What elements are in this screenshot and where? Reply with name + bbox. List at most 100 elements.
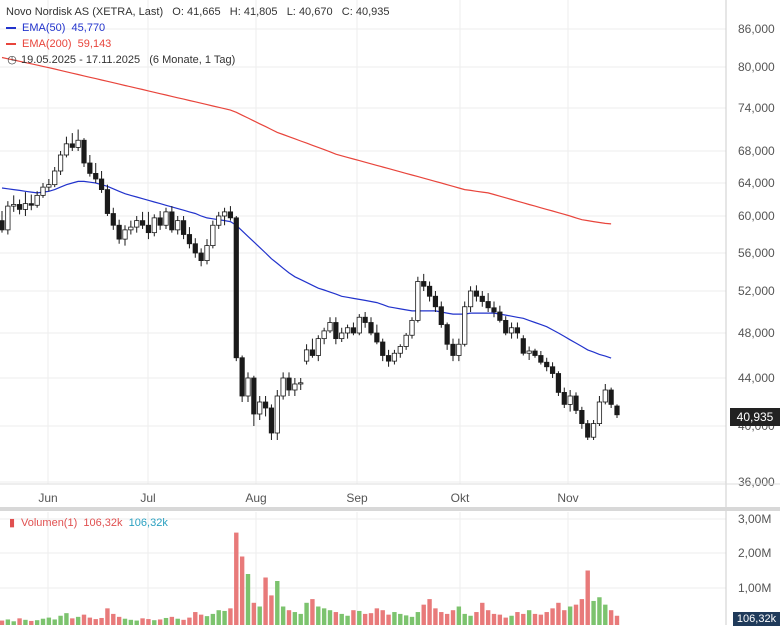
x-tick-label: Jul [140, 491, 155, 505]
ohlc-low-label: L: [286, 6, 296, 18]
candle-body [28, 203, 34, 206]
candle-body [268, 407, 275, 434]
volume-bar [521, 613, 526, 625]
volume-bar [99, 617, 104, 625]
candle-body [257, 401, 263, 415]
candle-body [339, 332, 345, 340]
volume-bar [386, 614, 391, 625]
volume-bar [134, 620, 139, 625]
volume-bar [503, 617, 508, 625]
candle-body [450, 343, 456, 356]
candle-body [186, 234, 193, 245]
volume-bar [562, 610, 567, 625]
candle-body [303, 349, 310, 362]
candle-body [11, 204, 17, 207]
candle-body [75, 139, 81, 148]
volume-bar [280, 606, 286, 625]
candle-body [151, 217, 157, 234]
volume-bar [146, 619, 151, 625]
volume-bar [415, 612, 421, 625]
candle-body [491, 307, 497, 313]
legend-ema50[interactable]: EMA(50) 45,770 [6, 21, 105, 35]
candle-body [245, 377, 251, 397]
volume-bar [269, 595, 274, 625]
range-period: (6 Monate, 1 Tag) [149, 54, 236, 66]
candle-body [93, 172, 99, 180]
volume-bar [298, 613, 303, 625]
volume-bar [70, 618, 75, 625]
candle-body [216, 215, 222, 226]
volume-bar [444, 613, 450, 625]
candle-body [63, 143, 70, 156]
volume-bar [169, 616, 175, 625]
volume-bar [11, 621, 16, 625]
volume-bar [204, 616, 210, 625]
ohlc-close: 40,935 [355, 6, 390, 18]
volume-bar [128, 619, 134, 625]
candle-body [614, 405, 620, 416]
volume-bar [597, 597, 602, 625]
candle-body [385, 355, 392, 362]
legend-range[interactable]: ◷ 19.05.2025 - 17.11.2025 (6 Monate, 1 Ta… [6, 53, 235, 67]
candle-body [432, 295, 439, 308]
volume-bar [93, 619, 98, 625]
candle-body [344, 327, 351, 334]
volume-bar [550, 608, 555, 625]
ema50-value: 45,770 [71, 22, 106, 34]
volume-bar [427, 599, 432, 625]
volume-bar [152, 620, 157, 625]
volume-tick-label: 1,00M [738, 581, 771, 595]
volume-bar [0, 620, 5, 625]
volume-bar [538, 614, 544, 625]
volume-bar [345, 615, 350, 625]
candle-body [473, 290, 480, 297]
volume-value-1: 106,32k [83, 517, 123, 529]
volume-bar [157, 619, 163, 625]
candle-body [456, 343, 462, 356]
legend-volume[interactable]: ▮ Volumen(1) 106,32k 106,32k [6, 516, 168, 530]
volume-bar [75, 616, 81, 625]
volume-bar [392, 612, 397, 625]
y-tick-label: 52,000 [738, 284, 775, 298]
candle-body [561, 391, 567, 405]
volume-bar [181, 619, 186, 625]
volume-bar [316, 606, 321, 625]
volume-bar [409, 616, 415, 625]
legend-ema200[interactable]: EMA(200) 59,143 [6, 37, 111, 51]
bar-chart-icon: ▮ [8, 517, 16, 529]
candle-body [403, 334, 409, 347]
y-tick-label: 36,000 [738, 475, 775, 489]
ema200-swatch [6, 43, 16, 46]
candle-body [350, 327, 357, 334]
candle-body [497, 311, 503, 321]
volume-bar [403, 615, 409, 625]
ema50-swatch [6, 27, 16, 30]
volume-bar [456, 606, 462, 625]
volume-bar [614, 615, 620, 625]
candle-body [163, 211, 169, 226]
ema50-label: EMA(50) [22, 22, 66, 34]
x-tick-label: Aug [245, 491, 266, 505]
candle-body [590, 423, 597, 438]
volume-bar [193, 612, 198, 625]
candle-body [333, 322, 339, 340]
candle-body [239, 357, 245, 397]
candle-body [198, 252, 204, 261]
candle-body [274, 395, 280, 434]
volume-bar [556, 602, 561, 625]
candle-body [444, 324, 450, 345]
volume-bar [29, 620, 34, 625]
volume-bar [34, 620, 40, 625]
candle-body [210, 224, 216, 247]
candle-body [602, 389, 608, 403]
volume-bar [81, 614, 87, 625]
x-tick-label: Jun [38, 491, 57, 505]
candle-body [356, 316, 362, 334]
candle-body [145, 224, 152, 234]
volume-bar [421, 604, 426, 625]
volume-bar [433, 608, 438, 625]
candle-body [5, 205, 11, 231]
candle-body [526, 350, 532, 354]
volume-bar [239, 556, 245, 625]
